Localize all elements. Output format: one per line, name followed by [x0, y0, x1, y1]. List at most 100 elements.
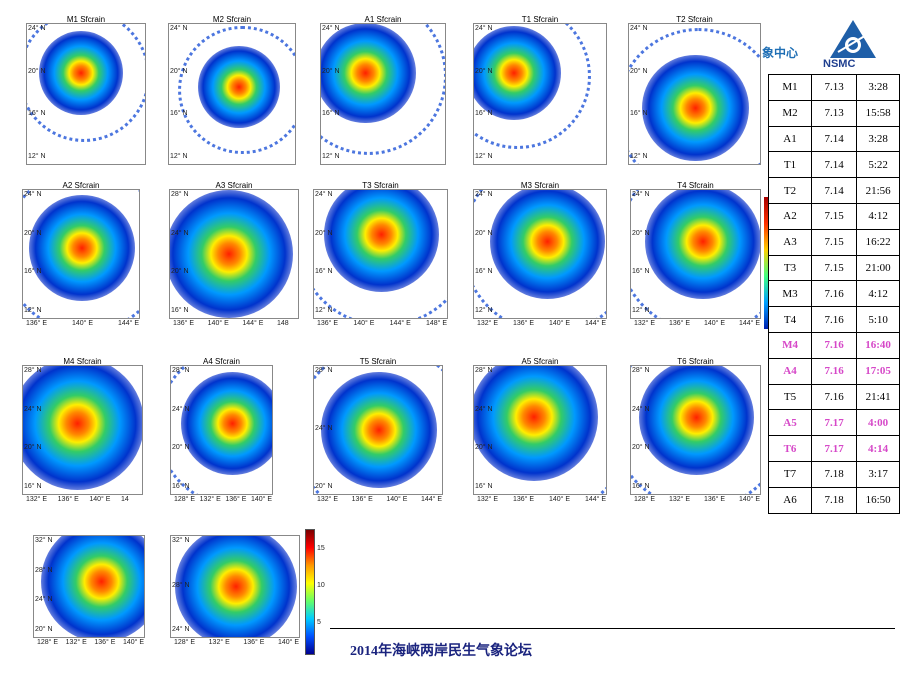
rain-map-panel: T6 Sfcrain 28° N 24° N 20° N 16° N 128° E 132°… [630, 357, 761, 507]
rain-band [474, 190, 606, 318]
satellite-id-cell: A1 [767, 125, 813, 153]
table-row: M2 7.13 15:58 [767, 99, 900, 127]
latitude-label: 16° N [24, 483, 42, 490]
logo-chinese-text: 象中心 [762, 46, 799, 60]
panel-title: A2 Sfcrain [62, 181, 100, 190]
latitude-label: 20° N [35, 626, 53, 633]
panel-title: M3 Sfcrain [520, 181, 560, 190]
map-frame [26, 23, 146, 165]
latitude-label: 20° N [475, 444, 493, 452]
map-frame [313, 189, 448, 319]
satellite-id-cell: A4 [767, 357, 813, 385]
latitude-label: 28° N [35, 566, 53, 574]
date-cell: 7.18 [811, 460, 858, 488]
longitude-label: 136° E [57, 496, 79, 503]
latitude-label: 12° N [322, 153, 340, 160]
rain-map-panel: A3 Sfcrain 28° N 24° N 20° N 16° N 136° E 140°… [169, 181, 299, 331]
satellite-id-cell: M3 [767, 280, 813, 308]
table-row: A3 7.15 16:22 [767, 228, 900, 256]
date-cell: 7.16 [811, 306, 858, 333]
panel-title: T4 Sfcrain [677, 181, 714, 190]
time-cell: 3:28 [856, 74, 900, 101]
latitude-label: 16° N [170, 110, 188, 118]
table-row: T2 7.14 21:56 [767, 177, 900, 204]
latitude-label: 24° N [475, 25, 493, 32]
latitude-label: 28° N [172, 581, 190, 589]
longitude-label: 136° E [513, 320, 535, 327]
panel-title: M2 Sfcrain [212, 15, 252, 24]
latitude-label: 16° N [475, 483, 493, 490]
longitude-label: 136° E [704, 496, 726, 503]
satellite-id-cell: T6 [767, 435, 813, 462]
rain-map-panel: A4 Sfcrain 28° N 24° N 20° N 16° N 128° E 132°… [170, 357, 273, 507]
satellite-id-cell: T2 [767, 177, 813, 204]
panel-title: T3 Sfcrain [362, 181, 399, 190]
date-cell: 7.14 [811, 125, 858, 153]
time-cell: 3:17 [856, 460, 900, 488]
latitude-label: 24° N [630, 25, 648, 32]
date-cell: 7.14 [811, 177, 858, 204]
footer-title: 2014年海峡两岸民生气象论坛 [350, 644, 532, 659]
satellite-id-cell: T3 [767, 254, 813, 282]
latitude-label: 20° N [315, 229, 333, 237]
latitude-label: 20° N [171, 268, 189, 276]
time-cell: 3:28 [856, 125, 900, 153]
date-cell: 7.18 [811, 486, 858, 514]
latitude-label: 28° N [315, 367, 333, 374]
date-cell: 7.17 [811, 435, 858, 462]
map-frame [320, 23, 446, 165]
panel-title: A4 Sfcrain [203, 357, 240, 366]
nsmc-logo-icon [830, 20, 876, 58]
longitude-label: 144° E [739, 320, 761, 327]
longitude-label: 148° E [426, 320, 448, 327]
latitude-label: 32° N [35, 537, 53, 544]
time-cell: 15:58 [856, 99, 900, 127]
rain-band [631, 190, 760, 318]
date-cell: 7.16 [811, 280, 858, 308]
date-cell: 7.16 [811, 357, 858, 385]
logo-english-text: NSMC [823, 58, 856, 70]
longitude-label: 144° E [421, 496, 443, 503]
latitude-label: 20° N [630, 67, 648, 75]
table-row: T5 7.16 21:41 [767, 383, 900, 411]
longitude-label: 140° E [739, 496, 761, 503]
satellite-id-cell: A6 [767, 486, 813, 514]
latitude-label: 20° N [632, 229, 650, 237]
longitude-label: 128° E [174, 639, 196, 646]
longitude-label: 128° E [174, 496, 196, 503]
latitude-label: 24° N [632, 405, 650, 413]
table-row: T1 7.14 5:22 [767, 151, 900, 179]
rain-band [321, 24, 445, 155]
latitude-label: 20° N [24, 444, 42, 452]
rain-map-panel: M2 Sfcrain 24° N 20° N 16° N 12° N [168, 15, 296, 165]
rain-band [474, 24, 591, 150]
map-frame [33, 535, 145, 638]
latitude-label: 16° N [632, 268, 650, 276]
rain-map-panel: M3 Sfcrain 24° N 20° N 16° N 12° N 132° E 136°… [473, 181, 607, 331]
latitude-label: 24° N [24, 191, 42, 198]
footer-divider [330, 628, 895, 629]
map-frame [168, 23, 296, 165]
latitude-label: 16° N [24, 268, 42, 276]
latitude-label: 24° N [172, 626, 190, 633]
longitude-label: 140° E [123, 639, 145, 646]
date-cell: 7.13 [811, 99, 858, 127]
table-row: T3 7.15 21:00 [767, 254, 900, 282]
satellite-id-cell: A5 [767, 409, 813, 437]
latitude-label: 12° N [170, 153, 188, 160]
latitude-label: 12° N [475, 307, 493, 314]
longitude-label: 140° E [251, 496, 273, 503]
colorbar-label: 15 [317, 545, 325, 552]
latitude-label: 20° N [475, 229, 493, 237]
time-cell: 4:12 [856, 202, 900, 230]
latitude-label: 28° N [632, 367, 650, 374]
time-cell: 5:22 [856, 151, 900, 179]
latitude-label: 16° N [475, 268, 493, 276]
panel-title: T1 Sfcrain [521, 15, 559, 24]
rain-band [314, 190, 447, 318]
panel-title: M4 Sfcrain [63, 357, 102, 366]
table-row: A6 7.18 16:50 [767, 486, 900, 514]
time-cell: 16:50 [856, 486, 900, 514]
longitude-label: 140° E [207, 320, 229, 327]
date-cell: 7.13 [811, 74, 858, 101]
